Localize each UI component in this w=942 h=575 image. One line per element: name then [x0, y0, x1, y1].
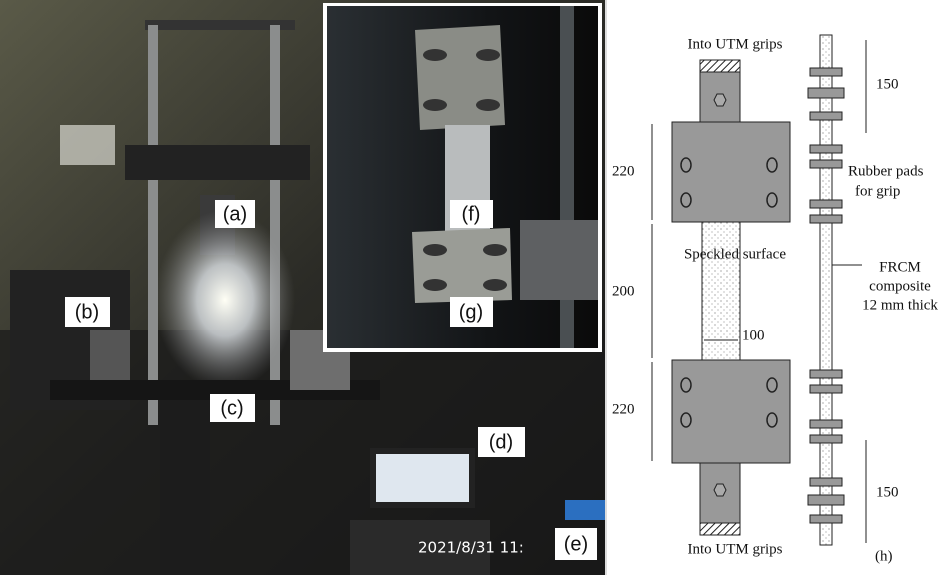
- figure: (a) (b) (c) (d) (e) 2021/8/31 11: (f) (g…: [0, 0, 942, 575]
- dimension: 220: [612, 163, 635, 179]
- composite-label: FRCM: [879, 259, 921, 275]
- dimension: 150: [876, 484, 899, 500]
- photo-label: (e): [564, 533, 588, 555]
- pad-label: for grip: [855, 183, 900, 199]
- inset-label: (f): [462, 203, 481, 225]
- photo-label: (b): [75, 301, 99, 323]
- diagram: [606, 0, 866, 575]
- inset-photo: (f) (g): [323, 3, 602, 352]
- dimension: 200: [612, 283, 635, 299]
- pad-label: Rubber pads: [848, 163, 924, 179]
- bottom-label: Into UTM grips: [688, 541, 783, 557]
- timestamp: 2021/8/31 11:: [418, 539, 524, 557]
- composite-label: 12 mm thick: [862, 297, 938, 313]
- dimension: 100: [742, 327, 765, 343]
- top-label: Into UTM grips: [688, 36, 783, 52]
- photo-label: (d): [489, 431, 513, 453]
- composite-label: composite: [869, 278, 931, 294]
- dimension: 220: [612, 401, 635, 417]
- panel-label: (h): [875, 548, 893, 564]
- inset-label: (g): [459, 301, 483, 323]
- surface-label: Speckled surface: [684, 246, 786, 262]
- photo-label: (c): [220, 397, 243, 419]
- diagram-text: Into UTM grips Into UTM grips 220 200 22…: [612, 36, 938, 564]
- dimension: 150: [876, 76, 899, 92]
- photo-label: (a): [223, 203, 247, 225]
